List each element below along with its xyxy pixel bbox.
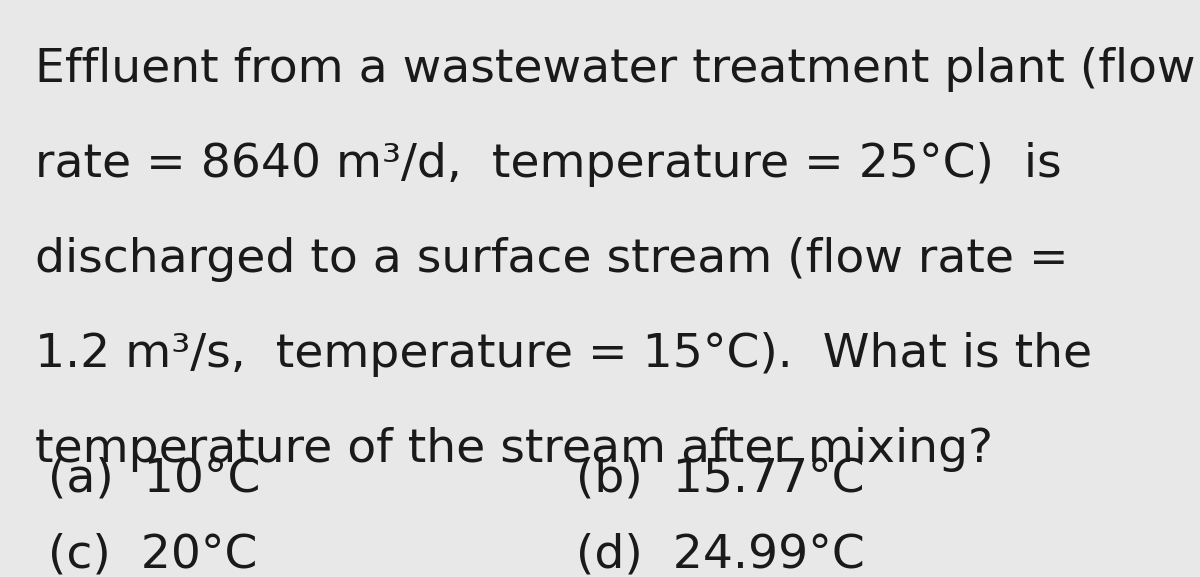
Text: (b)  15.77°C: (b) 15.77°C [576, 457, 864, 502]
Text: (d)  24.99°C: (d) 24.99°C [576, 532, 865, 577]
Text: temperature of the stream after mixing?: temperature of the stream after mixing? [35, 427, 994, 472]
Text: Effluent from a wastewater treatment plant (flow: Effluent from a wastewater treatment pla… [35, 47, 1195, 92]
Text: rate = 8640 m³/d,  temperature = 25°C)  is: rate = 8640 m³/d, temperature = 25°C) is [35, 142, 1062, 187]
Text: (a)  10°C: (a) 10°C [48, 457, 260, 502]
Text: (c)  20°C: (c) 20°C [48, 532, 257, 577]
Text: 1.2 m³/s,  temperature = 15°C).  What is the: 1.2 m³/s, temperature = 15°C). What is t… [35, 332, 1092, 377]
Text: discharged to a surface stream (flow rate =: discharged to a surface stream (flow rat… [35, 237, 1069, 282]
